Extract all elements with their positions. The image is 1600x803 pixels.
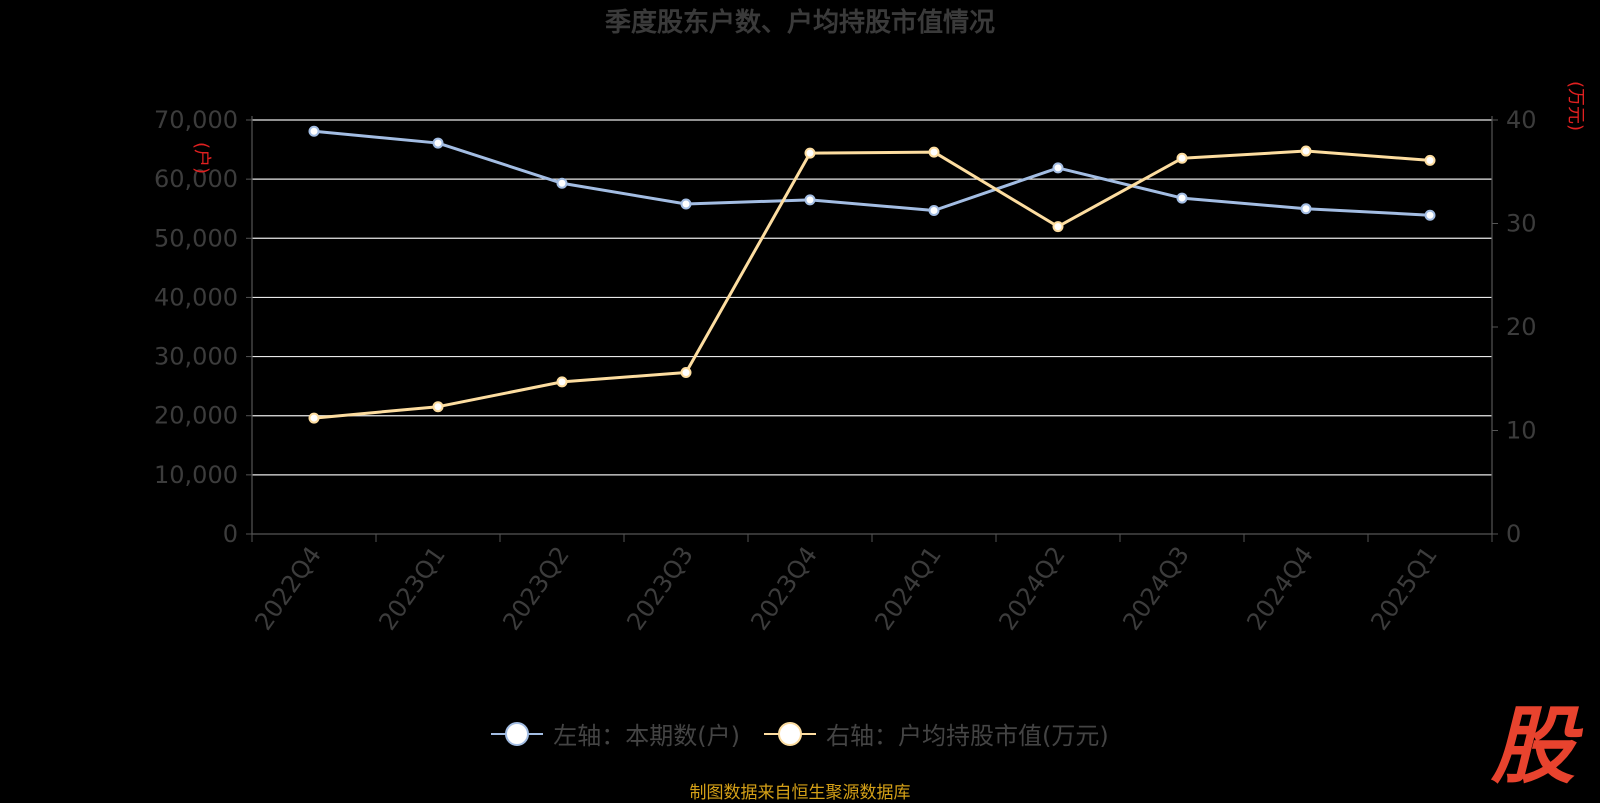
legend-item-households[interactable]: 左轴：本期数(户) [491, 716, 740, 751]
x-axis-tick-label: 2024Q3 [1117, 541, 1195, 635]
x-axis-tick-label: 2023Q1 [373, 541, 451, 635]
series-line-households [313, 129, 1431, 217]
right-axis-tick-label: 0 [1506, 520, 1521, 548]
data-source-note: 制图数据来自恒生聚源数据库 [689, 783, 911, 803]
x-axis-tick-label: 2022Q4 [249, 541, 327, 635]
data-point-households [1176, 192, 1188, 204]
series-line-avg-value [313, 149, 1431, 420]
left-axis-tick-label: 60,000 [154, 165, 238, 193]
x-axis-tick-label: 2023Q3 [621, 541, 699, 635]
legend-label-avg-value: 右轴：户均持股市值(万元) [826, 722, 1109, 750]
data-point-avg-value [680, 367, 692, 379]
data-point-households [308, 125, 320, 137]
right-axis-tick-label: 20 [1506, 313, 1537, 341]
legend-label-households: 左轴：本期数(户) [553, 722, 740, 750]
right-axis-tick-label: 30 [1506, 210, 1537, 238]
legend: 左轴：本期数(户) 右轴：户均持股市值(万元) [0, 716, 1600, 751]
data-point-avg-value [928, 146, 940, 158]
left-axis-tick-label: 70,000 [154, 106, 238, 134]
x-axis-tick-label: 2023Q2 [497, 541, 575, 635]
right-axis-label: (万元) [1565, 81, 1586, 131]
chart-title: 季度股东户数、户均持股市值情况 [604, 8, 995, 38]
data-point-households [1424, 209, 1436, 221]
data-point-households [1300, 203, 1312, 215]
legend-marker-avg-value [764, 720, 816, 748]
data-point-avg-value [308, 412, 320, 424]
x-axis-tick-label: 2025Q1 [1365, 541, 1443, 635]
data-point-avg-value [432, 401, 444, 413]
x-axis-tick-label: 2023Q4 [745, 541, 823, 635]
left-axis-tick-label: 20,000 [154, 402, 238, 430]
left-axis-tick-label: 30,000 [154, 343, 238, 371]
x-axis-tick-label: 2024Q4 [1241, 541, 1319, 635]
x-axis-tick-label: 2024Q1 [869, 541, 947, 635]
left-axis-tick-label: 10,000 [154, 461, 238, 489]
left-axis-tick-label: 0 [223, 520, 238, 548]
brand-logo: 股 [1490, 697, 1575, 795]
right-axis-tick-label: 40 [1506, 106, 1537, 134]
data-point-households [432, 137, 444, 149]
data-point-households [928, 204, 940, 216]
data-point-avg-value [1176, 152, 1188, 164]
left-axis-label: (户) [191, 142, 212, 174]
legend-marker-households [491, 720, 544, 748]
data-point-households [1052, 162, 1064, 174]
legend-item-avg-value[interactable]: 右轴：户均持股市值(万元) [764, 716, 1109, 751]
data-point-households [680, 198, 692, 210]
data-point-avg-value [1052, 221, 1064, 233]
data-point-households [556, 177, 568, 189]
data-point-households [804, 194, 816, 206]
x-axis-tick-label: 2024Q2 [993, 541, 1071, 635]
data-point-avg-value [1424, 154, 1436, 166]
left-axis-tick-label: 50,000 [154, 224, 238, 252]
right-axis-tick-label: 10 [1506, 417, 1537, 445]
left-axis-tick-label: 40,000 [154, 283, 238, 311]
data-point-avg-value [804, 147, 816, 159]
data-point-avg-value [556, 376, 568, 388]
data-point-avg-value [1300, 145, 1312, 157]
